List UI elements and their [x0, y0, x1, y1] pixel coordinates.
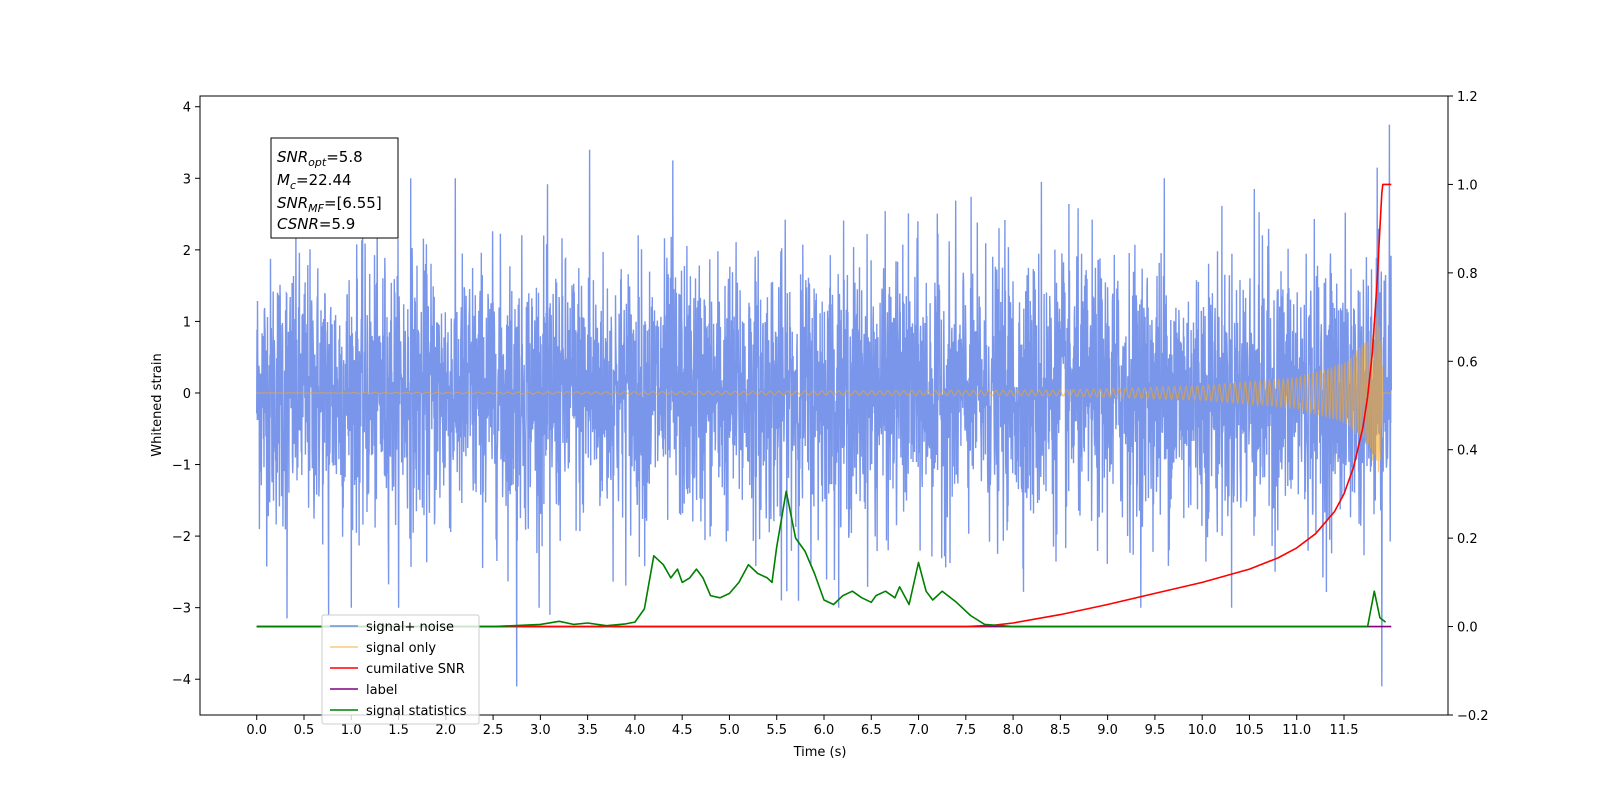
x-tick-label: 2.5 [483, 723, 504, 738]
y2-tick-label: 0.0 [1457, 621, 1478, 636]
x-tick-label: 4.5 [672, 723, 693, 738]
x-axis-label: Time (s) [793, 745, 847, 760]
x-tick-label: 7.5 [955, 723, 976, 738]
y2-tick-label: 0.4 [1457, 444, 1478, 459]
x-tick-label: 4.0 [625, 723, 646, 738]
x-tick-label: 3.0 [530, 723, 551, 738]
x-axis: 0.0 0.5 1.0 1.5 2.0 2.5 3.0 3.5 4.0 4.5 5.0 5.5 6.0 6… [246, 715, 1358, 738]
legend-frame [321, 614, 480, 725]
x-tick-label: 6.0 [814, 723, 835, 738]
x-tick-label: 10.0 [1188, 723, 1217, 738]
series-cumilative-snr-line [256, 183, 1392, 628]
annotation-snr-mf: SNRMF=[6.55] [277, 194, 382, 215]
legend-label-signal-only: signal only [366, 641, 436, 656]
y-tick-label: −1 [172, 459, 191, 474]
y-axis-right: 1.2 1.0 0.8 0.6 0.4 0.2 0.0 −0.2 [1448, 90, 1489, 724]
x-tick-label: 10.5 [1235, 723, 1264, 738]
x-tick-label: 9.0 [1097, 723, 1118, 738]
series-signal-only-line [256, 310, 1392, 473]
legend-item-label: label [330, 683, 397, 698]
x-tick-label: 11.0 [1282, 723, 1311, 738]
y-tick-label: 3 [183, 172, 191, 187]
y-tick-label: 0 [183, 387, 191, 402]
y2-tick-label: 0.6 [1457, 355, 1478, 370]
legend-item-signal-statistics: signal statistics [330, 704, 467, 719]
x-tick-label: 2.0 [435, 723, 456, 738]
y2-tick-label: 1.2 [1457, 90, 1478, 105]
y-axis-label: Whitened strain [150, 353, 165, 456]
legend-label-signal-noise: signal+ noise [366, 620, 454, 635]
y-tick-label: 4 [183, 101, 191, 116]
y2-tick-label: −0.2 [1457, 709, 1489, 724]
x-tick-label: 7.0 [908, 723, 929, 738]
x-tick-label: 3.5 [577, 723, 598, 738]
legend-item-signal-only: signal only [330, 641, 436, 656]
y2-tick-label: 0.2 [1457, 532, 1478, 547]
y-tick-label: −2 [172, 530, 191, 545]
legend-label-label: label [366, 683, 397, 698]
annotation-frame [270, 137, 399, 239]
y2-tick-label: 1.0 [1457, 178, 1478, 193]
x-tick-label: 9.5 [1145, 723, 1166, 738]
x-tick-label: 5.0 [719, 723, 740, 738]
annotation-mc: Mc=22.44 [277, 171, 352, 192]
annotation-csnr: CSNR=5.9 [277, 215, 355, 233]
y-tick-label: 1 [183, 315, 191, 330]
x-tick-label: 5.5 [766, 723, 787, 738]
y-tick-label: −3 [172, 602, 191, 617]
x-tick-label: 1.5 [388, 723, 409, 738]
x-tick-label: 1.0 [341, 723, 362, 738]
series-signal-noise-line [256, 124, 1392, 687]
y-tick-label: −4 [172, 673, 191, 688]
x-tick-label: 8.5 [1050, 723, 1071, 738]
x-tick-label: 0.5 [294, 723, 315, 738]
legend: signal+ noise signal only cumilative SNR… [321, 614, 480, 725]
legend-item-cumilative-snr: cumilative SNR [330, 662, 465, 677]
annotation-box: SNRopt=5.8 Mc=22.44 SNRMF=[6.55] CSNR=5.… [270, 137, 399, 239]
legend-label-signal-statistics: signal statistics [366, 704, 467, 719]
series-signal-statistics-line [256, 490, 1387, 628]
legend-item-signal-noise: signal+ noise [330, 620, 454, 635]
annotation-snr-opt: SNRopt=5.8 [277, 148, 363, 169]
series-layer [256, 124, 1392, 687]
y2-tick-label: 0.8 [1457, 267, 1478, 282]
x-tick-label: 8.0 [1003, 723, 1024, 738]
x-tick-label: 6.5 [861, 723, 882, 738]
y-axis-left: 4 3 2 1 0 −1 −2 −3 −4 [172, 101, 200, 688]
x-tick-label: 11.5 [1330, 723, 1359, 738]
legend-label-cumilative-snr: cumilative SNR [366, 662, 465, 677]
y-tick-label: 2 [183, 244, 191, 259]
x-tick-label: 0.0 [246, 723, 267, 738]
